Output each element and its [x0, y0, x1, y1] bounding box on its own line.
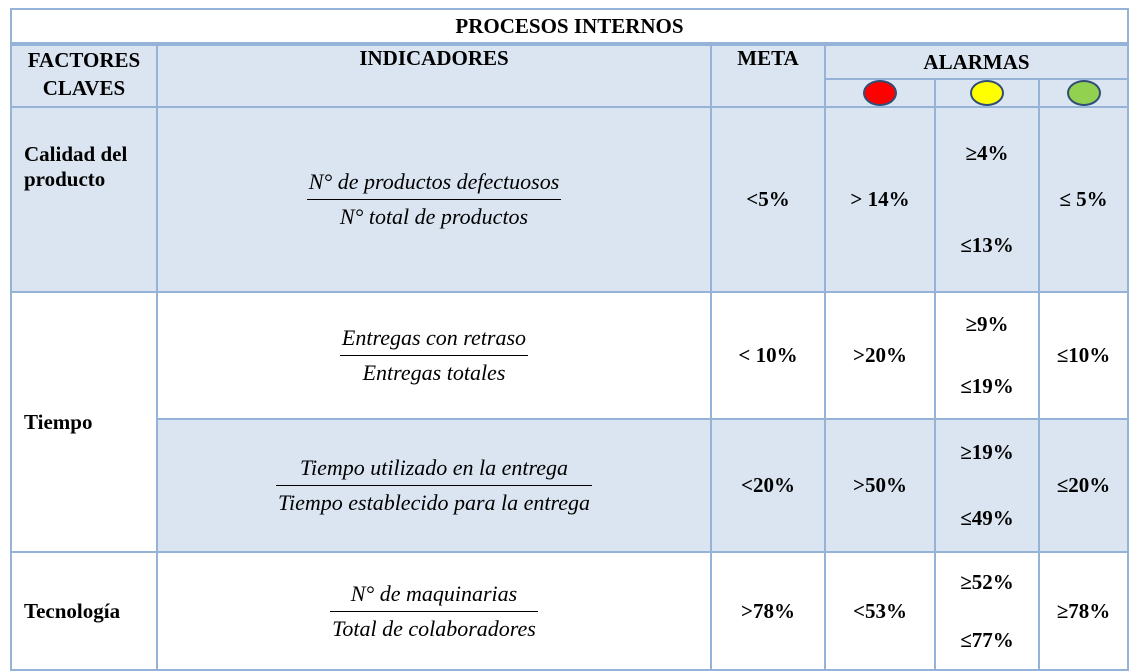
cell: > 14% — [826, 108, 936, 293]
cell: < 10% — [712, 293, 826, 420]
cell: <5% — [712, 108, 826, 293]
alarm-yellow-max: ≤77% — [960, 627, 1014, 652]
goal: <5% — [746, 187, 790, 211]
alarm-yellow-max: ≤49% — [960, 505, 1014, 530]
alarm-yellow-min: ≥19% — [960, 440, 1014, 465]
fraction: Tiempo utilizado en la entrega Tiempo est… — [275, 455, 593, 516]
denominator: Total de colaboradores — [332, 615, 536, 641]
numerator: N° de productos defectuosos — [306, 169, 562, 200]
header-indicator: INDICADORES — [158, 46, 712, 108]
alarm-red-value: <53% — [853, 598, 907, 623]
alarm-red — [826, 80, 936, 108]
cell: ≥19% ≤49% — [936, 420, 1040, 553]
denominator: Tiempo establecido para la entrega — [277, 490, 591, 515]
header-goal: META — [712, 46, 826, 108]
cell: ≤20% — [1040, 420, 1129, 553]
factor-name: Tecnología — [24, 598, 121, 623]
header-alarms: ALARMAS — [826, 46, 1129, 80]
cell: Tiempo utilizado en la entrega Tiempo est… — [158, 420, 712, 553]
alarm-green — [1040, 80, 1129, 108]
goal: < 10% — [738, 343, 798, 367]
cell: >20% — [826, 293, 936, 420]
cell: >78% — [712, 553, 826, 671]
alarm-yellow — [936, 80, 1040, 108]
alarm-red-value: > 14% — [850, 187, 910, 211]
factor-name: Tiempo — [24, 409, 93, 434]
factor-cell: Tiempo — [10, 293, 158, 553]
cell: <20% — [712, 420, 826, 553]
alarm-red-value: >50% — [853, 473, 907, 497]
cell: N° de productos defectuosos N° total de p… — [158, 108, 712, 293]
goal: <20% — [741, 473, 795, 497]
cell: >50% — [826, 420, 936, 553]
numerator: Entregas con retraso — [339, 325, 529, 356]
cell: ≤ 5% — [1040, 108, 1129, 293]
cell: ≥78% — [1040, 553, 1129, 671]
alarm-yellow-max: ≤19% — [960, 374, 1014, 399]
cell: Entregas con retraso Entregas totales — [158, 293, 712, 420]
cell: <53% — [826, 553, 936, 671]
cell: ≤10% — [1040, 293, 1129, 420]
alarm-yellow-min: ≥4% — [965, 141, 1009, 166]
factor-cell: Tecnología — [10, 553, 158, 671]
title: PROCESOS INTERNOS — [10, 8, 1129, 46]
cell: ≥4% ≤13% — [936, 108, 1040, 293]
numerator: N° de maquinarias — [330, 581, 538, 612]
alarm-yellow-min: ≥9% — [965, 311, 1009, 336]
fraction: Entregas con retraso Entregas totales — [339, 325, 529, 386]
header-factor: FACTORES CLAVES — [10, 46, 158, 108]
fraction: N° de productos defectuosos N° total de p… — [306, 169, 562, 230]
alarm-yellow-min: ≥52% — [960, 569, 1014, 594]
factor-name: Calidad del producto — [24, 142, 128, 191]
alarm-yellow-max: ≤13% — [960, 232, 1014, 257]
alarm-green-value: ≤10% — [1056, 343, 1111, 367]
cell: ≥9% ≤19% — [936, 293, 1040, 420]
denominator: Entregas totales — [362, 360, 506, 385]
alarm-green-value: ≥78% — [1056, 598, 1111, 623]
goal: >78% — [741, 598, 795, 623]
cell: N° de maquinarias Total de colaboradores — [158, 553, 712, 671]
alarm-red-value: >20% — [853, 343, 907, 367]
cell: ≥52% ≤77% — [936, 553, 1040, 671]
factor-cell: Calidad del producto — [10, 108, 158, 293]
numerator: Tiempo utilizado en la entrega — [275, 455, 593, 486]
denominator: N° total de productos — [339, 204, 529, 229]
fraction: N° de maquinarias Total de colaboradores — [330, 581, 538, 642]
alarm-green-value: ≤ 5% — [1059, 187, 1108, 211]
alarm-green-value: ≤20% — [1056, 473, 1111, 497]
